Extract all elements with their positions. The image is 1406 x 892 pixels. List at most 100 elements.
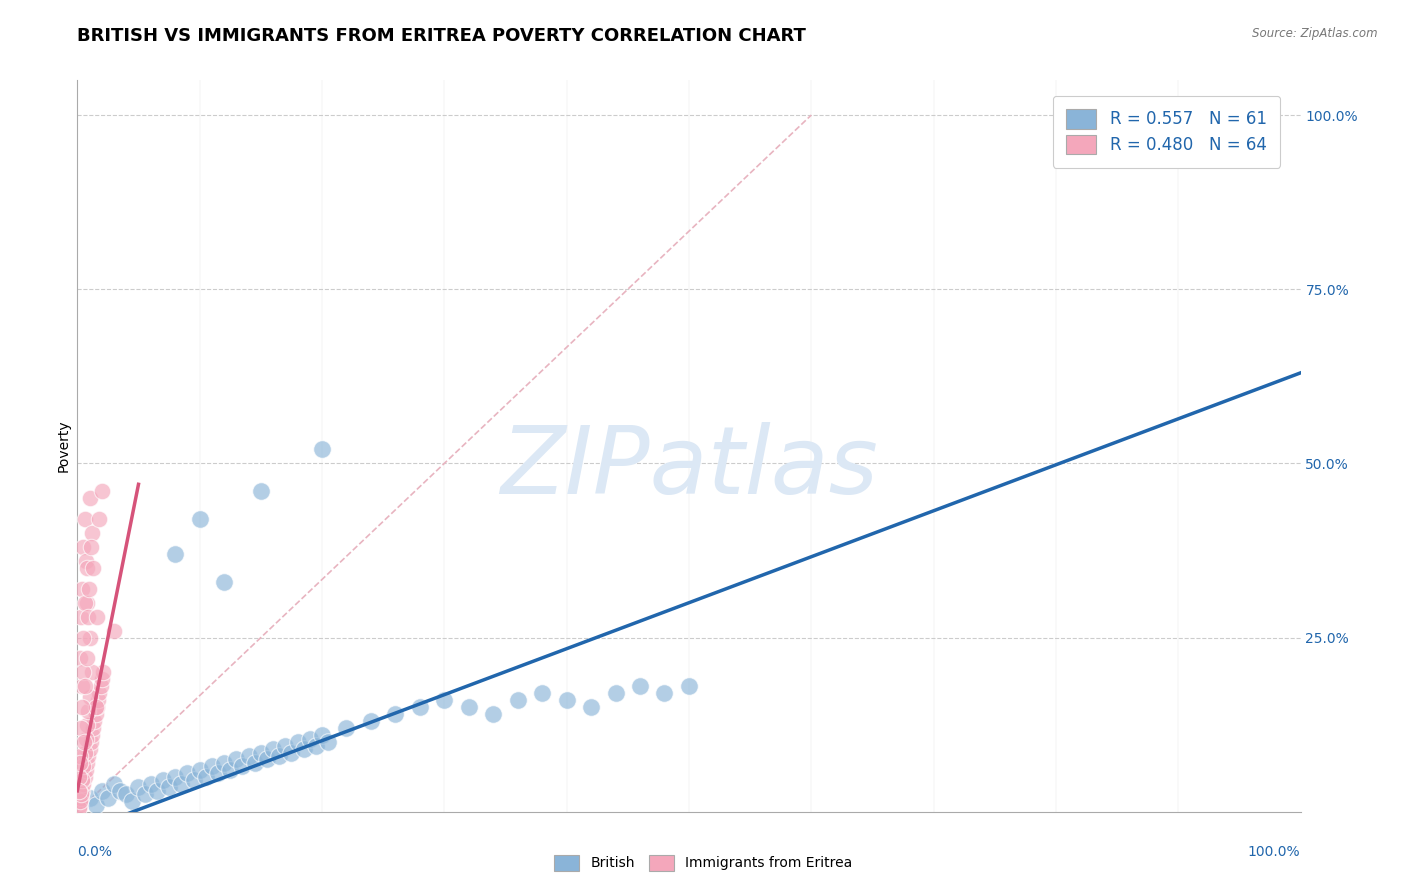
- Point: [75, 731, 97, 746]
- Point: [225, 752, 247, 766]
- Point: [76, 717, 98, 731]
- Point: [165, 547, 187, 561]
- Point: [269, 749, 291, 764]
- Point: [70, 679, 93, 693]
- Point: [73, 596, 96, 610]
- Point: [506, 693, 529, 707]
- Point: [73, 770, 96, 784]
- Point: [262, 742, 284, 756]
- Point: [84, 797, 107, 812]
- Point: [176, 766, 198, 780]
- Point: [579, 700, 602, 714]
- Point: [77, 582, 100, 596]
- Point: [69, 756, 91, 770]
- Point: [287, 735, 309, 749]
- Point: [76, 651, 98, 665]
- Text: Source: ZipAtlas.com: Source: ZipAtlas.com: [1253, 27, 1378, 40]
- Point: [115, 787, 138, 801]
- Point: [457, 700, 479, 714]
- Point: [79, 690, 101, 704]
- Point: [69, 651, 91, 665]
- Point: [79, 631, 101, 645]
- Point: [70, 721, 93, 735]
- Point: [188, 512, 211, 526]
- Point: [433, 693, 456, 707]
- Point: [243, 756, 266, 770]
- Point: [298, 731, 321, 746]
- Point: [70, 784, 93, 798]
- Point: [70, 790, 93, 805]
- Point: [70, 609, 93, 624]
- Point: [69, 749, 91, 764]
- Point: [555, 693, 578, 707]
- Point: [70, 582, 93, 596]
- Point: [654, 686, 676, 700]
- Point: [201, 759, 224, 773]
- Point: [311, 442, 333, 457]
- Point: [256, 752, 278, 766]
- Point: [90, 673, 112, 687]
- Point: [305, 739, 328, 753]
- Point: [77, 704, 100, 718]
- Point: [86, 700, 108, 714]
- Point: [67, 770, 90, 784]
- Point: [82, 721, 104, 735]
- Point: [360, 714, 382, 728]
- Point: [73, 512, 96, 526]
- Point: [678, 679, 700, 693]
- Point: [103, 624, 125, 638]
- Point: [69, 797, 91, 812]
- Point: [67, 784, 90, 798]
- Point: [128, 780, 150, 795]
- Point: [238, 749, 260, 764]
- Point: [628, 679, 651, 693]
- Point: [77, 749, 100, 764]
- Point: [97, 790, 120, 805]
- Point: [82, 561, 104, 575]
- Point: [139, 777, 162, 791]
- Point: [188, 763, 211, 777]
- Point: [250, 746, 273, 760]
- Point: [84, 700, 107, 714]
- Point: [76, 756, 98, 770]
- Point: [219, 763, 242, 777]
- Point: [69, 794, 91, 808]
- Point: [212, 574, 235, 589]
- Point: [80, 728, 103, 742]
- Point: [70, 787, 93, 801]
- Point: [80, 665, 103, 680]
- Point: [146, 784, 169, 798]
- Point: [90, 679, 112, 693]
- Point: [73, 746, 96, 760]
- Point: [165, 770, 187, 784]
- Point: [79, 742, 101, 756]
- Point: [90, 484, 112, 499]
- Point: [280, 746, 302, 760]
- Point: [108, 784, 131, 798]
- Point: [72, 631, 94, 645]
- Point: [84, 707, 107, 722]
- Point: [70, 700, 93, 714]
- Point: [70, 773, 93, 788]
- Point: [482, 707, 505, 722]
- Point: [89, 686, 111, 700]
- Point: [72, 540, 94, 554]
- Point: [157, 780, 180, 795]
- Point: [79, 491, 101, 506]
- Point: [605, 686, 627, 700]
- Point: [531, 686, 554, 700]
- Point: [72, 777, 94, 791]
- Point: [152, 773, 174, 788]
- Point: [87, 693, 110, 707]
- Point: [121, 794, 143, 808]
- Point: [80, 540, 103, 554]
- Text: 0.0%: 0.0%: [77, 845, 112, 859]
- Point: [72, 665, 94, 680]
- Point: [76, 561, 98, 575]
- Point: [72, 759, 94, 773]
- Point: [76, 596, 98, 610]
- Point: [75, 763, 97, 777]
- Point: [194, 770, 217, 784]
- Point: [1229, 108, 1251, 122]
- Text: 100.0%: 100.0%: [1249, 845, 1301, 859]
